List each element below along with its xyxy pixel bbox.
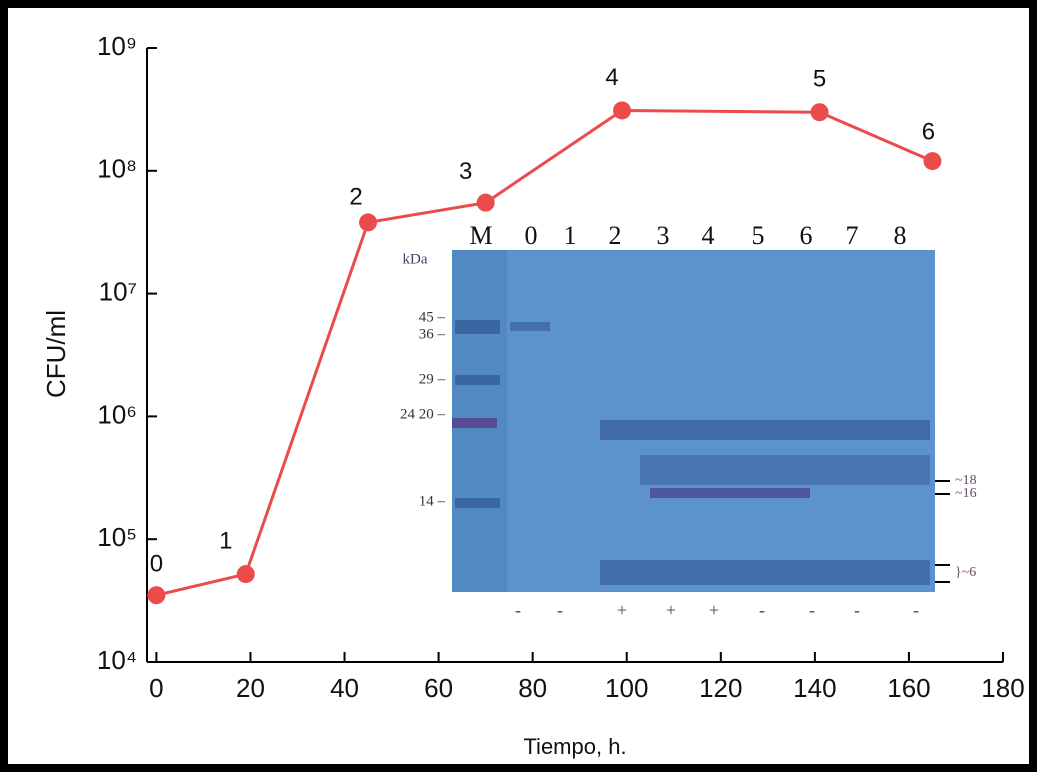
point-label: 0	[150, 551, 163, 578]
x-tick-label: 100	[605, 673, 648, 703]
sign-label: -	[759, 600, 765, 620]
point-label: 1	[219, 527, 232, 554]
lane-label: 4	[702, 221, 715, 250]
gel-band	[600, 420, 930, 440]
sign-label: -	[557, 600, 563, 620]
x-tick-label: 80	[518, 673, 547, 703]
y-tick-label: 10⁴	[97, 645, 137, 675]
marker-label: 14 –	[419, 493, 446, 509]
chart: CFU/ml Tiempo, h. 10⁴10⁵10⁶10⁷10⁸10⁹0204…	[0, 0, 1037, 772]
point	[359, 213, 377, 231]
x-tick-label: 60	[424, 673, 453, 703]
x-axis-label: Tiempo, h.	[523, 734, 626, 759]
gel-inset	[452, 250, 950, 592]
y-tick-label: 10⁶	[97, 399, 137, 429]
gel-band	[455, 375, 500, 385]
marker-label: 45 –	[419, 309, 446, 325]
sign-label: -	[515, 600, 521, 620]
point	[147, 586, 165, 604]
marker-label: 36 –	[419, 326, 446, 342]
point	[923, 152, 941, 170]
y-tick-label: 10⁵	[97, 522, 137, 552]
point	[477, 194, 495, 212]
gel-band	[640, 455, 930, 485]
x-tick-label: 120	[699, 673, 742, 703]
sign-label: +	[666, 600, 676, 620]
x-tick-label: 0	[149, 673, 163, 703]
sign-label: +	[617, 600, 627, 620]
arrow-label: ~16	[955, 486, 977, 501]
y-tick-label: 10⁹	[97, 31, 137, 61]
sign-label: -	[913, 600, 919, 620]
lane-label: 6	[800, 221, 813, 250]
lane-label: 0	[525, 221, 538, 250]
point-label: 5	[813, 66, 826, 93]
marker-label: 29 –	[419, 371, 446, 387]
y-tick-label: 10⁷	[99, 276, 137, 306]
x-tick-label: 140	[793, 673, 836, 703]
gel-band	[452, 418, 497, 428]
point	[811, 103, 829, 121]
point-label: 2	[349, 184, 362, 211]
gel-band	[455, 320, 500, 334]
x-tick-label: 160	[887, 673, 930, 703]
point-label: 3	[459, 158, 472, 185]
marker-label: 24 20 –	[400, 406, 446, 422]
point-label: 6	[922, 118, 935, 145]
gel-band	[455, 498, 500, 508]
sign-label: +	[709, 600, 719, 620]
point	[613, 101, 631, 119]
lane-label: 5	[752, 221, 765, 250]
lane-label: 2	[609, 221, 622, 250]
arrow-label: }~6	[955, 565, 976, 580]
gel-band	[600, 560, 930, 585]
y-tick-label: 10⁸	[97, 154, 137, 184]
lane-label: 8	[894, 221, 907, 250]
x-tick-label: 20	[236, 673, 265, 703]
x-tick-label: 40	[330, 673, 359, 703]
point-label: 4	[605, 64, 618, 91]
lane-label: M	[469, 221, 492, 250]
unit-label: kDa	[403, 251, 428, 267]
lane-label: 3	[657, 221, 670, 250]
sign-label: -	[809, 600, 815, 620]
gel-band	[650, 488, 810, 498]
point	[237, 565, 255, 583]
sign-label: -	[854, 600, 860, 620]
x-tick-label: 180	[981, 673, 1024, 703]
gel-band	[510, 322, 550, 331]
lane-label: 1	[564, 221, 577, 250]
y-axis-label: CFU/ml	[41, 310, 71, 398]
lane-label: 7	[846, 221, 859, 250]
